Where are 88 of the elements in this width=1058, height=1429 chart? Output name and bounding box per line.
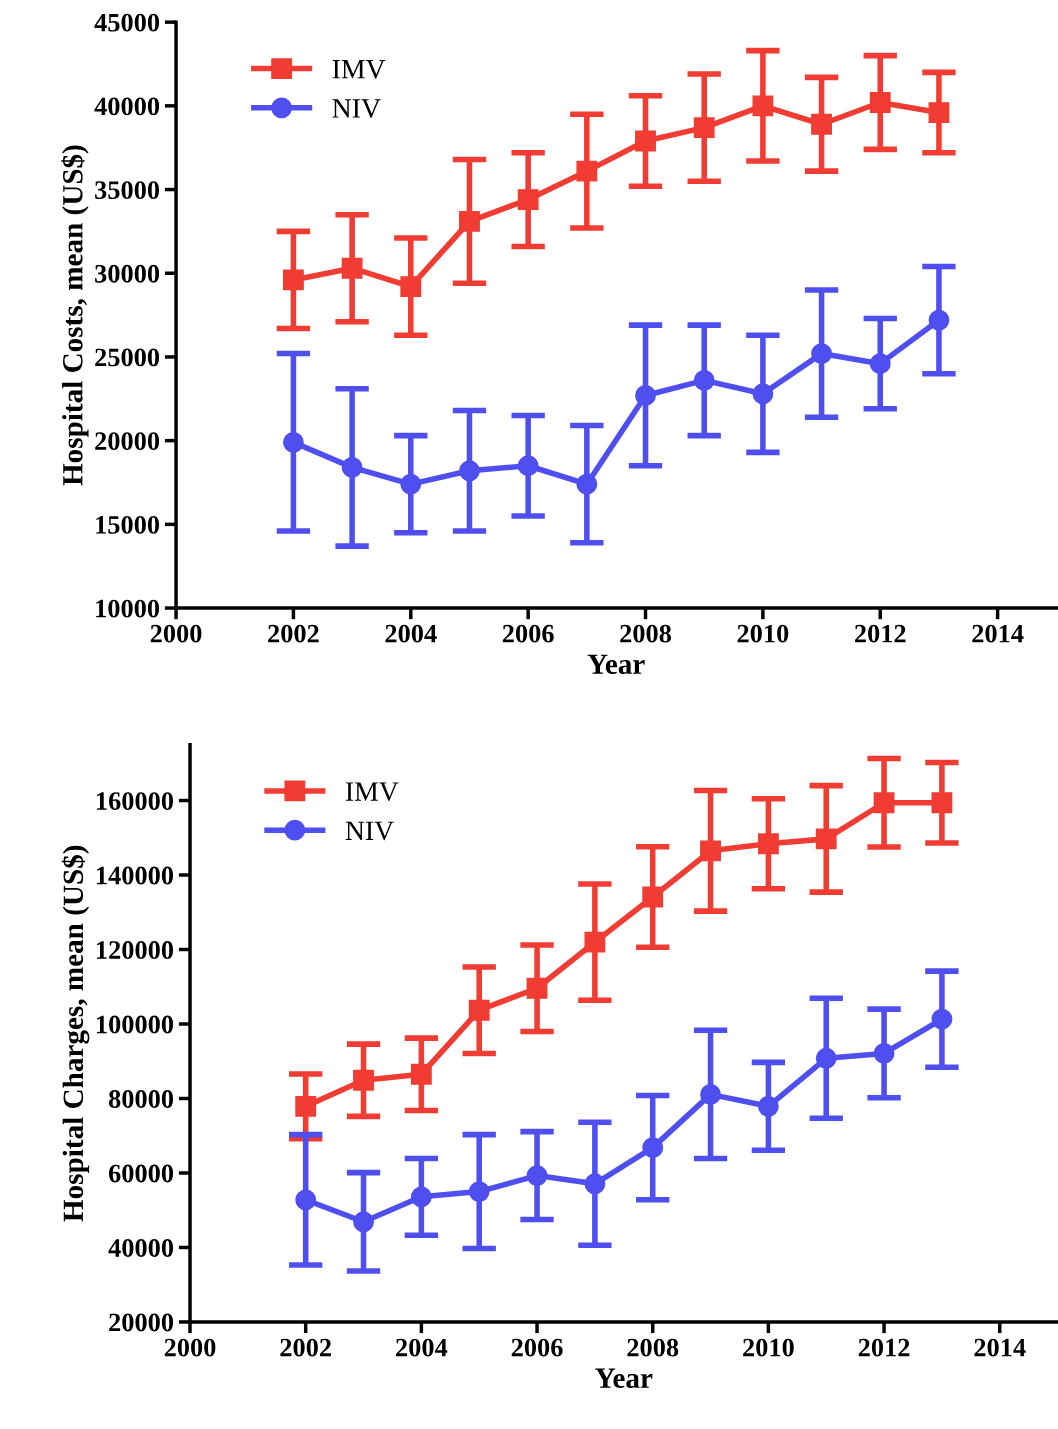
y-tick-label: 40000 xyxy=(94,97,160,116)
x-tick-label: 2010 xyxy=(743,1338,794,1357)
point xyxy=(642,1137,664,1159)
y-tick-label: 100000 xyxy=(96,1015,174,1034)
x-axis-title: Year xyxy=(595,1368,653,1388)
point xyxy=(283,431,304,453)
point xyxy=(295,1189,317,1211)
x-tick-label: 2012 xyxy=(854,624,906,643)
point xyxy=(928,102,950,123)
point xyxy=(635,385,656,406)
point xyxy=(576,160,598,182)
x-tick-label: 2000 xyxy=(164,1338,216,1357)
point xyxy=(700,1083,721,1105)
point xyxy=(526,977,548,999)
point xyxy=(815,828,837,850)
point xyxy=(353,1211,374,1233)
point xyxy=(752,95,774,117)
y-axis-title: Hospital Charges, mean (US$) xyxy=(61,845,90,1222)
legend-label: NIV xyxy=(345,821,394,841)
legend-label: IMV xyxy=(345,782,399,802)
point xyxy=(576,473,598,495)
y-tick-label: 40000 xyxy=(108,1239,174,1257)
point xyxy=(353,1069,374,1091)
point xyxy=(526,1165,548,1187)
y-tick-label: 60000 xyxy=(108,1164,174,1183)
point xyxy=(815,1047,837,1069)
point xyxy=(283,269,304,291)
x-tick-label: 2008 xyxy=(620,624,672,643)
point xyxy=(468,1181,490,1203)
y-tick-label: 15000 xyxy=(96,515,160,534)
point xyxy=(341,257,363,279)
point xyxy=(341,457,363,478)
point xyxy=(410,1186,432,1208)
x-tick-label: 2004 xyxy=(385,624,437,643)
point xyxy=(642,886,664,908)
point xyxy=(811,113,832,135)
point xyxy=(468,999,490,1021)
point xyxy=(635,130,656,152)
point xyxy=(811,343,832,365)
x-tick-label: 2000 xyxy=(150,624,202,643)
y-tick-label: 25000 xyxy=(95,348,160,367)
y-tick-label: 10000 xyxy=(96,599,160,618)
point xyxy=(869,353,891,375)
point xyxy=(873,792,895,814)
y-tick-label: 20000 xyxy=(109,1313,174,1332)
x-tick-label: 2006 xyxy=(502,624,554,643)
legend-label: NIV xyxy=(332,99,381,118)
y-tick-label: 80000 xyxy=(108,1090,174,1108)
point xyxy=(584,1173,606,1195)
point xyxy=(517,189,539,211)
point xyxy=(928,309,950,331)
x-axis-title: Year xyxy=(587,654,645,675)
x-tick-label: 2014 xyxy=(972,624,1024,643)
y-tick-label: 35000 xyxy=(95,181,160,199)
point xyxy=(869,92,891,113)
point xyxy=(584,931,606,953)
point xyxy=(410,1063,432,1085)
point xyxy=(459,460,480,482)
y-tick-label: 20000 xyxy=(95,432,160,451)
point xyxy=(752,383,774,405)
point xyxy=(295,1095,317,1117)
point xyxy=(931,792,953,814)
point xyxy=(459,210,480,232)
x-tick-label: 2010 xyxy=(737,624,789,643)
point xyxy=(757,833,779,855)
x-tick-label: 2004 xyxy=(396,1338,448,1357)
x-tick-label: 2008 xyxy=(627,1338,679,1357)
y-tick-label: 30000 xyxy=(95,264,160,283)
point xyxy=(400,473,422,495)
x-tick-label: 2014 xyxy=(974,1338,1026,1357)
y-tick-label: 160000 xyxy=(96,792,174,810)
point xyxy=(757,1095,779,1117)
point xyxy=(873,1043,895,1064)
y-tick-label: 120000 xyxy=(96,941,174,959)
point xyxy=(931,1008,953,1030)
x-tick-label: 2002 xyxy=(268,624,319,643)
x-tick-label: 2002 xyxy=(280,1338,331,1357)
y-axis-title: Hospital Costs, mean (US$) xyxy=(61,145,89,486)
y-tick-label: 45000 xyxy=(94,13,160,32)
point xyxy=(693,117,715,139)
x-tick-label: 2006 xyxy=(511,1338,563,1357)
point xyxy=(517,455,539,477)
point xyxy=(400,276,422,298)
legend-label: IMV xyxy=(332,60,386,79)
point xyxy=(693,369,715,391)
y-tick-label: 140000 xyxy=(96,866,174,885)
x-tick-label: 2012 xyxy=(858,1338,910,1357)
point xyxy=(700,840,721,862)
